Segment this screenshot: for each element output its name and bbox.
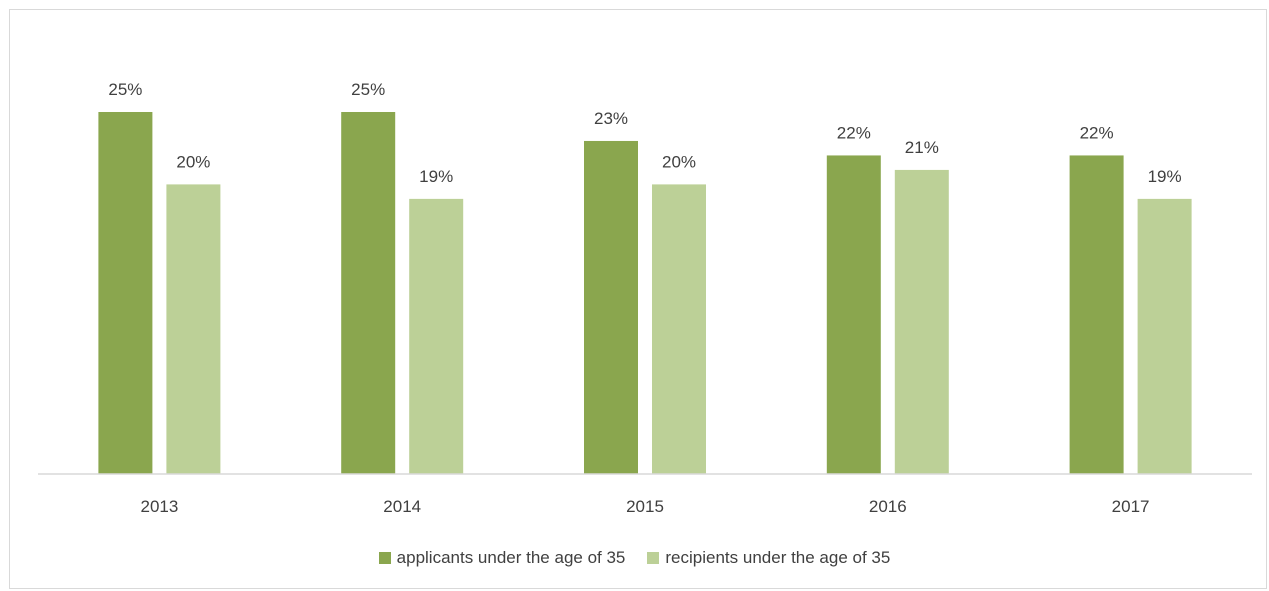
data-label-applicants-2015: 23% xyxy=(594,109,628,128)
legend-item-applicants: applicants under the age of 35 xyxy=(378,548,626,568)
x-tick-label-2015: 2015 xyxy=(626,497,664,516)
legend-label-recipients: recipients under the age of 35 xyxy=(665,548,891,567)
x-tick-label-2017: 2017 xyxy=(1112,497,1150,516)
data-label-recipients-2015: 20% xyxy=(662,152,696,171)
data-label-recipients-2013: 20% xyxy=(176,152,210,171)
bar-applicants-2014 xyxy=(341,112,396,474)
legend-item-recipients: recipients under the age of 35 xyxy=(647,548,890,568)
bars-group xyxy=(98,112,1192,475)
data-label-applicants-2016: 22% xyxy=(837,123,871,142)
data-label-recipients-2017: 19% xyxy=(1148,167,1182,186)
data-label-recipients-2014: 19% xyxy=(419,167,453,186)
x-tick-label-2014: 2014 xyxy=(383,497,421,516)
x-tick-label-2013: 2013 xyxy=(140,497,178,516)
legend-swatch-recipients xyxy=(647,552,660,564)
value-labels-group: 25% 20% 25% 19% 23% 20% 22% 21% 22% 19% xyxy=(108,80,1181,186)
data-label-recipients-2016: 21% xyxy=(905,138,939,157)
bar-recipients-2015 xyxy=(652,184,706,474)
x-tick-label-2016: 2016 xyxy=(869,497,907,516)
bar-applicants-2016 xyxy=(826,155,881,474)
legend-swatch-applicants xyxy=(378,552,391,564)
data-label-applicants-2017: 22% xyxy=(1080,123,1114,142)
bar-applicants-2015 xyxy=(584,140,638,474)
data-label-applicants-2014: 25% xyxy=(351,80,385,99)
bar-recipients-2013 xyxy=(166,184,221,474)
category-labels-group: 2013 2014 2015 2016 2017 xyxy=(140,497,1149,516)
bar-applicants-2017 xyxy=(1069,155,1124,474)
bar-recipients-2014 xyxy=(409,198,464,474)
bar-applicants-2013 xyxy=(98,112,153,474)
legend: applicants under the age of 35 recipient… xyxy=(0,548,1269,568)
legend-label-applicants: applicants under the age of 35 xyxy=(396,548,626,567)
data-label-applicants-2013: 25% xyxy=(108,80,142,99)
bar-recipients-2016 xyxy=(894,169,949,475)
bar-recipients-2017 xyxy=(1137,198,1192,474)
